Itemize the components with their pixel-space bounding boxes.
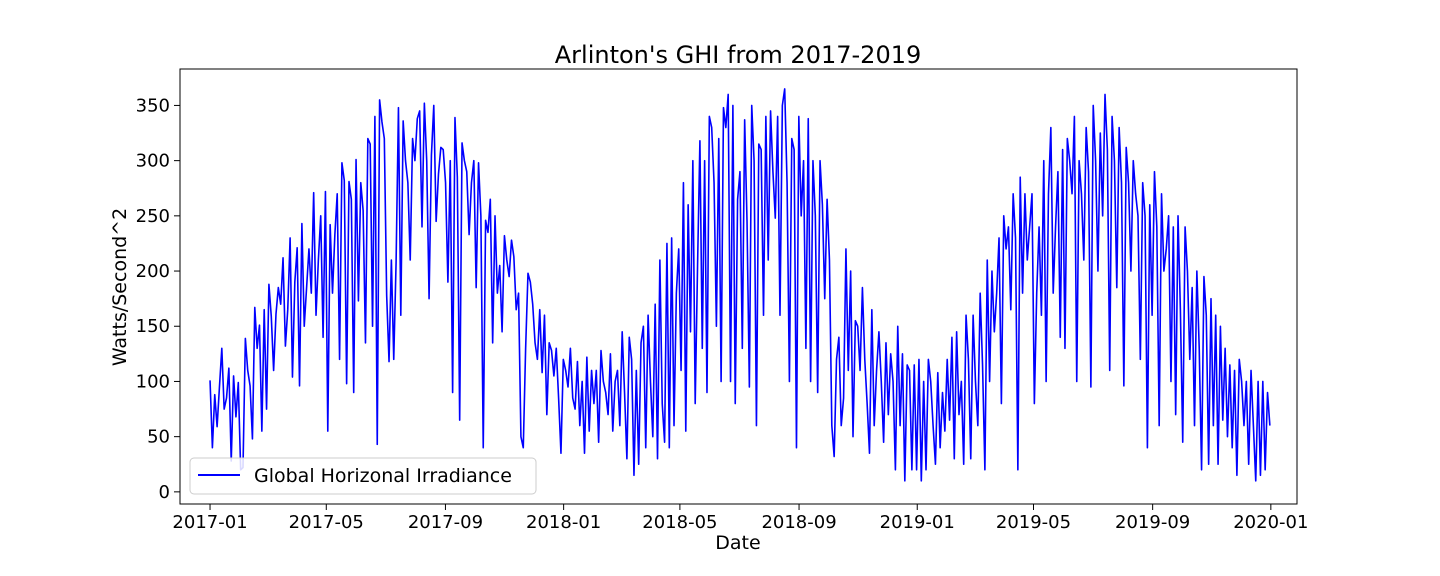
series-line-0 — [209, 88, 1271, 482]
y-axis-label: Watts/Second^2 — [109, 208, 131, 366]
x-tick-label: 2019-09 — [1115, 512, 1190, 533]
y-tick-label: 200 — [136, 261, 170, 282]
x-tick-label: 2017-05 — [289, 512, 364, 533]
y-tick-label: 0 — [159, 482, 170, 503]
plot-area — [209, 88, 1271, 482]
legend-box — [189, 457, 537, 495]
y-tick-label: 300 — [136, 151, 170, 172]
chart-title: Arlinton's GHI from 2017-2019 — [555, 41, 922, 69]
y-axis: 0 50 100 150 200 250 300 350 — [136, 95, 180, 503]
x-tick-label: 2018-09 — [761, 512, 836, 533]
plot-frame — [179, 68, 1298, 505]
x-tick-label: 2017-01 — [172, 512, 247, 533]
x-tick-label: 2018-01 — [526, 512, 601, 533]
y-tick-label: 150 — [136, 316, 170, 337]
x-axis: 2017-01 2017-05 2017-09 2018-01 2018-05 2018-… — [172, 504, 1308, 533]
y-tick-label: 100 — [136, 371, 170, 392]
x-axis-label: Date — [715, 532, 760, 554]
legend-entry-ghi: Global Horizonal Irradiance — [254, 465, 512, 487]
legend: Global Horizonal Irradiance — [189, 457, 537, 495]
x-tick-label: 2019-05 — [996, 512, 1071, 533]
x-tick-label: 2019-01 — [880, 512, 955, 533]
y-tick-label: 50 — [147, 427, 170, 448]
y-tick-label: 250 — [136, 206, 170, 227]
x-tick-label: 2020-01 — [1233, 512, 1308, 533]
y-tick-label: 350 — [136, 95, 170, 116]
x-tick-label: 2017-09 — [408, 512, 483, 533]
x-tick-label: 2018-05 — [642, 512, 717, 533]
